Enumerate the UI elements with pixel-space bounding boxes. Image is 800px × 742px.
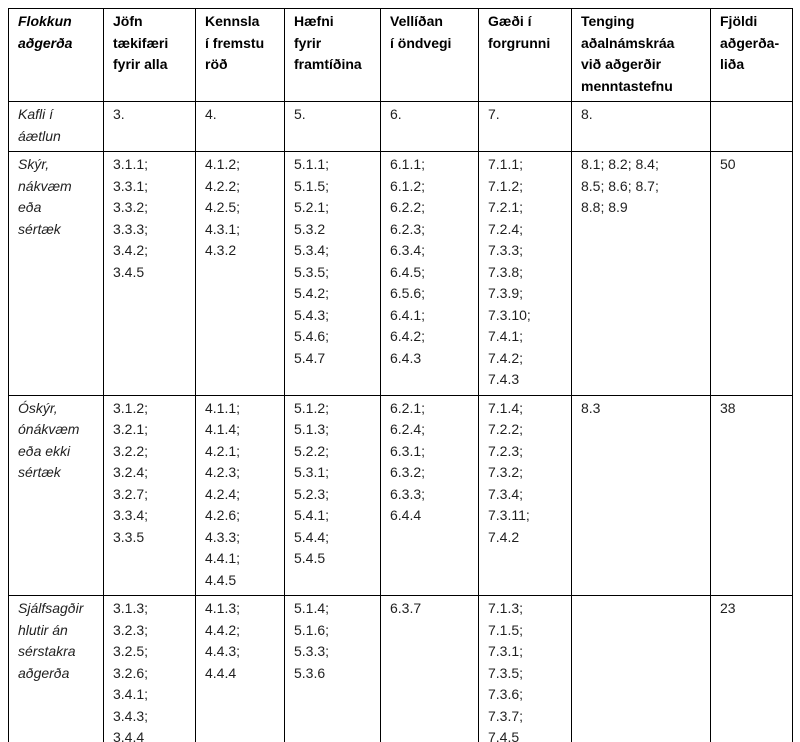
column-header-kennsla: Kennsla í fremstu röð	[195, 8, 285, 102]
cell-skyr-gaedi: 7.1.1; 7.1.2; 7.2.1; 7.2.4; 7.3.3; 7.3.8…	[478, 151, 572, 396]
cell-skyr-jofn: 3.1.1; 3.3.1; 3.3.2; 3.3.3; 3.4.2; 3.4.5	[103, 151, 196, 396]
cell-sjalfsagdir-kennsla: 4.1.3; 4.4.2; 4.4.3; 4.4.4	[195, 595, 285, 742]
classification-table: Flokkun aðgerða Jöfn tækifæri fyrir alla…	[8, 8, 793, 742]
cell-oskyr-jofn: 3.1.2; 3.2.1; 3.2.2; 3.2.4; 3.2.7; 3.3.4…	[103, 394, 196, 596]
cell-oskyr-kennsla: 4.1.1; 4.1.4; 4.2.1; 4.2.3; 4.2.4; 4.2.6…	[195, 394, 285, 596]
cell-skyr-haefni: 5.1.1; 5.1.5; 5.2.1; 5.3.2 5.3.4; 5.3.5;…	[284, 151, 381, 396]
cell-kafli-jofn: 3.	[103, 101, 196, 152]
cell-skyr-fjoldi: 50	[710, 151, 793, 396]
cell-kafli-haefni: 5.	[284, 101, 381, 152]
cell-oskyr-haefni: 5.1.2; 5.1.3; 5.2.2; 5.3.1; 5.2.3; 5.4.1…	[284, 394, 381, 596]
cell-skyr-tenging: 8.1; 8.2; 8.4; 8.5; 8.6; 8.7; 8.8; 8.9	[571, 151, 711, 396]
cell-kafli-tenging: 8.	[571, 101, 711, 152]
cell-kafli-gaedi: 7.	[478, 101, 572, 152]
row-label-skyr: Skýr, nákvæm eða sértæk	[8, 151, 104, 396]
column-header-jofn-taekifaeri: Jöfn tækifæri fyrir alla	[103, 8, 196, 102]
cell-sjalfsagdir-gaedi: 7.1.3; 7.1.5; 7.3.1; 7.3.5; 7.3.6; 7.3.7…	[478, 595, 572, 742]
cell-skyr-vellidan: 6.1.1; 6.1.2; 6.2.2; 6.2.3; 6.3.4; 6.4.5…	[380, 151, 479, 396]
column-header-gaedi: Gæði í forgrunni	[478, 8, 572, 102]
cell-kafli-kennsla: 4.	[195, 101, 285, 152]
cell-oskyr-vellidan: 6.2.1; 6.2.4; 6.3.1; 6.3.2; 6.3.3; 6.4.4	[380, 394, 479, 596]
cell-sjalfsagdir-fjoldi: 23	[710, 595, 793, 742]
table-row-skyr: Skýr, nákvæm eða sértæk 3.1.1; 3.3.1; 3.…	[8, 151, 793, 396]
column-header-fjoldi: Fjöldi aðgerða- liða	[710, 8, 793, 102]
table-row-sjalfsagdir: Sjálfsagðir hlutir án sérstakra aðgerða …	[8, 595, 793, 742]
cell-sjalfsagdir-haefni: 5.1.4; 5.1.6; 5.3.3; 5.3.6	[284, 595, 381, 742]
column-header-vellidan: Vellíðan í öndvegi	[380, 8, 479, 102]
cell-skyr-kennsla: 4.1.2; 4.2.2; 4.2.5; 4.3.1; 4.3.2	[195, 151, 285, 396]
cell-oskyr-fjoldi: 38	[710, 394, 793, 596]
row-label-kafli: Kafli í áætlun	[8, 101, 104, 152]
cell-oskyr-gaedi: 7.1.4; 7.2.2; 7.2.3; 7.3.2; 7.3.4; 7.3.1…	[478, 394, 572, 596]
cell-oskyr-tenging: 8.3	[571, 394, 711, 596]
row-label-oskyr: Óskýr, ónákvæm eða ekki sértæk	[8, 394, 104, 596]
cell-sjalfsagdir-tenging	[571, 595, 711, 742]
row-label-sjalfsagdir: Sjálfsagðir hlutir án sérstakra aðgerða	[8, 595, 104, 742]
header-row: Flokkun aðgerða Jöfn tækifæri fyrir alla…	[8, 8, 793, 102]
cell-sjalfsagdir-vellidan: 6.3.7	[380, 595, 479, 742]
cell-kafli-vellidan: 6.	[380, 101, 479, 152]
table-row-oskyr: Óskýr, ónákvæm eða ekki sértæk 3.1.2; 3.…	[8, 394, 793, 596]
table-row-kafli: Kafli í áætlun 3. 4. 5. 6. 7. 8.	[8, 101, 793, 152]
column-header-flokkun-adgerda: Flokkun aðgerða	[8, 8, 104, 102]
column-header-tenging: Tenging aðalnámskráa við aðgerðir mennta…	[571, 8, 711, 102]
cell-kafli-fjoldi	[710, 101, 793, 152]
cell-sjalfsagdir-jofn: 3.1.3; 3.2.3; 3.2.5; 3.2.6; 3.4.1; 3.4.3…	[103, 595, 196, 742]
column-header-haefni: Hæfni fyrir framtíðina	[284, 8, 381, 102]
